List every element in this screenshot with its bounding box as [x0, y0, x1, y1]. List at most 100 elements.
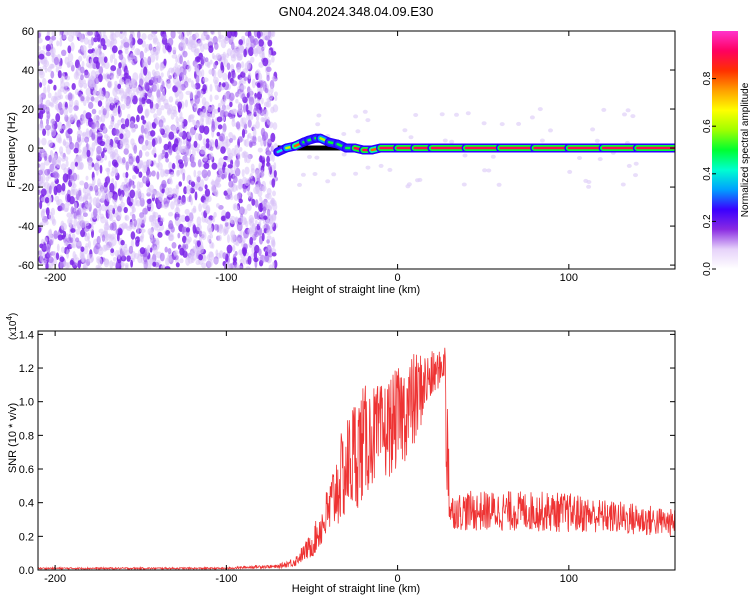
y-tick-label: 40: [22, 65, 34, 77]
noise-speckle: [160, 105, 165, 111]
noise-speckle: [74, 88, 80, 96]
noise-speckle: [110, 248, 115, 254]
noise-speckle: [236, 222, 243, 232]
noise-speckle: [52, 171, 59, 179]
noise-speckle: [80, 253, 85, 263]
noise-speckle: [270, 239, 276, 247]
noise-speckle: [197, 170, 202, 176]
noise-speckle: [80, 219, 86, 229]
noise-speckle: [83, 264, 87, 269]
noise-speckle: [166, 80, 172, 89]
noise-speckle: [96, 135, 103, 145]
noise-speckle: [41, 77, 47, 87]
noise-speckle: [157, 135, 162, 145]
noise-speckle: [248, 46, 254, 57]
noise-speckle: [170, 67, 175, 75]
noise-speckle: [135, 155, 140, 164]
noise-speckle: [268, 59, 272, 66]
noise-speckle: [205, 116, 209, 125]
snr-series-line: [38, 347, 675, 570]
noise-speckle: [56, 40, 60, 47]
noise-speckle: [159, 153, 163, 161]
noise-speckle: [139, 181, 144, 188]
noise-speckle: [146, 187, 152, 195]
noise-speckle: [123, 96, 127, 105]
noise-speckle: [38, 137, 41, 147]
noise-speckle: [189, 91, 194, 100]
noise-speckle: [199, 117, 204, 127]
noise-speckle: [168, 146, 173, 156]
noise-speckle: [63, 207, 69, 213]
noise-speckle: [170, 171, 175, 177]
noise-speckle: [59, 40, 63, 47]
noise-speckle: [162, 88, 165, 98]
noise-speckle: [256, 211, 260, 221]
noise-speckle: [111, 166, 116, 174]
noise-speckle: [111, 159, 118, 167]
y-tick-label: 0.6: [19, 464, 34, 476]
noise-speckle: [241, 169, 245, 178]
noise-speckle: [249, 141, 253, 148]
noise-speckle: [126, 196, 131, 206]
noise-speckle: [182, 235, 187, 244]
noise-speckle: [175, 155, 182, 160]
noise-speckle: [226, 62, 231, 71]
noise-speckle: [248, 214, 254, 223]
noise-speckle: [62, 173, 69, 183]
noise-speckle: [119, 31, 123, 34]
noise-speckle: [146, 261, 152, 269]
noise-speckle: [486, 168, 492, 173]
noise-speckle: [99, 213, 105, 220]
noise-speckle: [198, 244, 204, 254]
noise-speckle: [204, 57, 209, 63]
noise-speckle: [214, 94, 219, 101]
noise-speckle: [114, 80, 118, 87]
noise-speckle: [90, 96, 95, 102]
noise-speckle: [211, 242, 215, 249]
noise-speckle: [147, 228, 153, 236]
noise-speckle: [117, 105, 121, 115]
noise-speckle: [297, 182, 302, 187]
noise-speckle: [229, 137, 233, 143]
noise-speckle: [78, 55, 83, 62]
noise-speckle: [152, 122, 157, 129]
noise-speckle: [176, 169, 180, 177]
noise-speckle: [48, 239, 53, 246]
noise-speckle: [155, 62, 160, 70]
snr-panel: -200 -100 0 100 0.0 0.2 0.4 0.6 0.8 1.0 1.2 1.4 He…: [5, 313, 676, 595]
noise-speckle: [217, 68, 223, 79]
colorbar-tick-label: 0.2: [702, 214, 713, 228]
noise-speckle: [77, 260, 82, 269]
noise-speckle: [150, 94, 154, 103]
noise-speckle: [38, 53, 45, 60]
noise-speckle: [85, 87, 92, 97]
noise-speckle: [111, 178, 115, 184]
figure-title: GN04.2024.348.04.09.E30: [279, 4, 434, 19]
noise-speckle: [206, 219, 213, 225]
colorbar-tick-label: 0.8: [702, 71, 713, 85]
noise-speckle: [111, 221, 117, 231]
noise-speckle: [103, 56, 108, 63]
noise-speckle: [156, 107, 162, 117]
noise-speckle: [243, 104, 247, 113]
noise-speckle: [179, 72, 185, 81]
y-tick-label: 1.0: [19, 397, 34, 409]
noise-speckle: [233, 257, 237, 262]
noise-speckle: [247, 119, 252, 128]
noise-speckle: [185, 227, 191, 233]
noise-speckle: [125, 171, 129, 178]
noise-speckle: [215, 178, 221, 185]
noise-speckle: [260, 169, 265, 179]
noise-speckle: [72, 172, 78, 182]
noise-speckle: [43, 59, 50, 68]
noise-speckle: [110, 31, 114, 36]
noise-speckle: [38, 163, 41, 168]
noise-speckle: [233, 266, 239, 269]
noise-speckle: [176, 121, 180, 131]
noise-speckle: [252, 124, 257, 131]
noise-speckle: [353, 171, 359, 176]
noise-speckle: [221, 116, 226, 122]
noise-speckle: [217, 34, 222, 43]
noise-speckle: [83, 146, 88, 153]
